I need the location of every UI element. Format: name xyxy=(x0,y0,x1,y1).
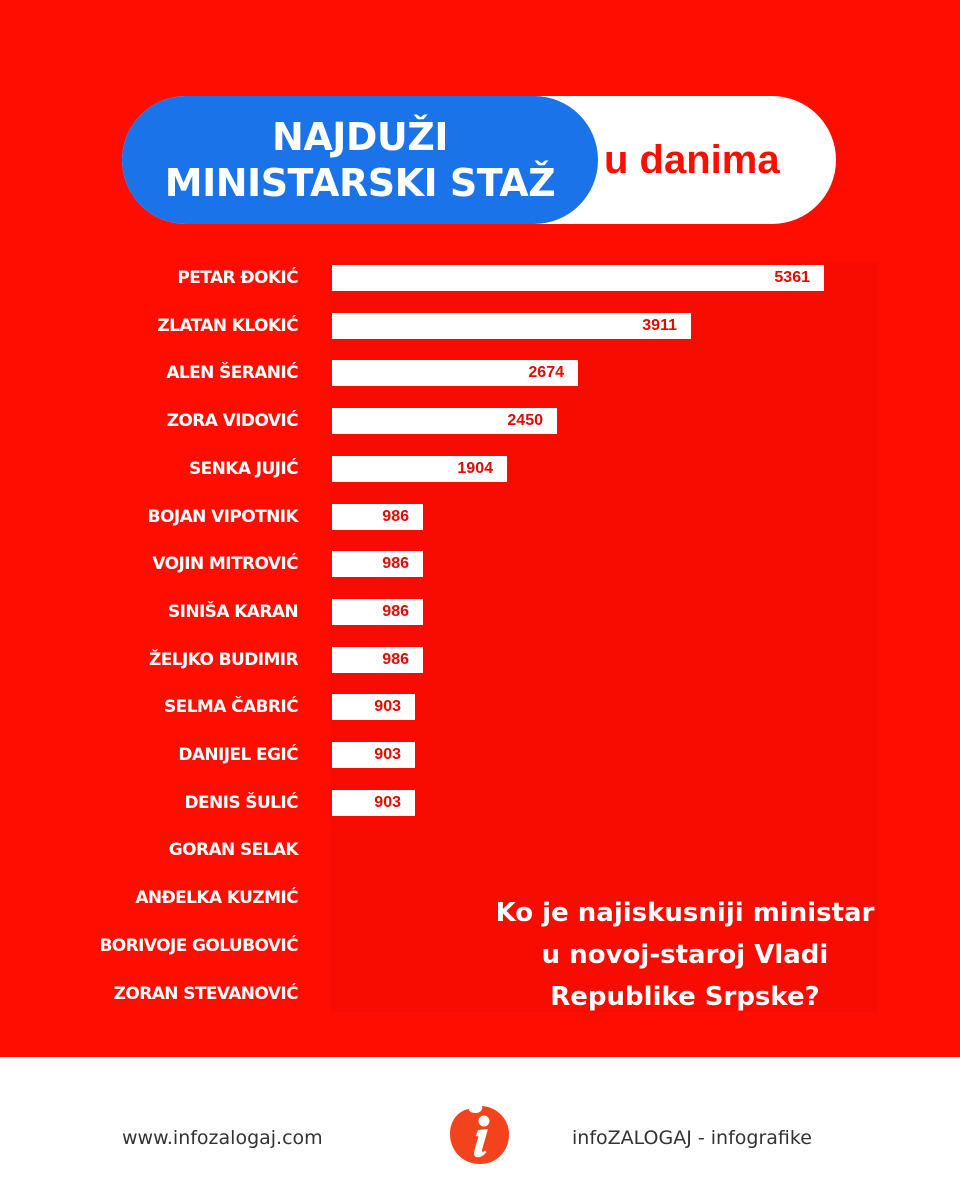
category-label: ALEN ŠERANIĆ xyxy=(166,363,298,384)
category-label: SELMA ČABRIĆ xyxy=(164,697,299,718)
category-label: ZLATAN KLOKIĆ xyxy=(157,315,298,336)
bar xyxy=(332,503,423,530)
bar xyxy=(332,694,415,721)
bar-value-label: 2674 xyxy=(528,364,564,382)
title-banner-blue: NAJDUŽI MINISTARSKI STAŽ xyxy=(122,96,598,224)
bar xyxy=(332,551,423,578)
bar xyxy=(332,598,423,625)
bar-value-label: 903 xyxy=(374,793,401,811)
bar xyxy=(332,312,691,339)
chart-subtitle: u danima xyxy=(604,138,780,182)
bar xyxy=(332,408,557,435)
category-label: ZORAN STEVANOVIĆ xyxy=(113,983,299,1004)
category-label: VOJIN MITROVIĆ xyxy=(152,554,298,575)
plot-area xyxy=(330,262,878,1012)
category-label: BOJAN VIPOTNIK xyxy=(147,506,299,527)
bar-value-label: 5361 xyxy=(774,269,810,286)
bar xyxy=(332,742,415,768)
bar-value-label: 986 xyxy=(382,555,409,573)
bar-value-label: 903 xyxy=(374,746,401,763)
category-label: ANĐELKA KUZMIĆ xyxy=(135,888,298,909)
category-label: ZORA VIDOVIĆ xyxy=(166,411,299,432)
bar xyxy=(332,265,824,291)
category-label: PETAR ĐOKIĆ xyxy=(177,268,298,288)
bar-value-label: 1904 xyxy=(457,459,493,477)
bar xyxy=(332,360,578,387)
category-label: GORAN SELAK xyxy=(168,840,299,861)
bar-value-label: 2450 xyxy=(507,412,543,430)
question-text: Ko je najiskusniji ministar u novoj-star… xyxy=(495,898,875,1012)
category-label: SINIŠA KARAN xyxy=(167,601,299,622)
chart-title-line-1: NAJDUŽI xyxy=(272,115,448,159)
category-label: DANIJEL EGIĆ xyxy=(178,745,298,765)
category-label: SENKA JUJIĆ xyxy=(189,458,299,479)
bar-value-label: 986 xyxy=(382,507,409,525)
bar-value-label: 3911 xyxy=(642,316,677,334)
chart-title-line-2: MINISTARSKI STAŽ xyxy=(164,161,556,205)
bar-value-label: 903 xyxy=(374,698,401,716)
brand-name: infoZALOGAJ - infografike xyxy=(572,1127,812,1149)
info-i-logo-icon xyxy=(450,1106,509,1164)
bar-value-label: 986 xyxy=(382,602,409,620)
bar xyxy=(332,646,423,673)
category-label: DENIS ŠULIĆ xyxy=(184,792,298,813)
bar xyxy=(332,789,415,816)
bar xyxy=(332,455,507,482)
website-link[interactable]: www.infozalogaj.com xyxy=(122,1127,323,1149)
bar-value-label: 986 xyxy=(382,650,409,668)
category-label: ŽELJKO BUDIMIR xyxy=(148,649,299,670)
category-label: BORIVOJE GOLUBOVIĆ xyxy=(99,935,298,956)
